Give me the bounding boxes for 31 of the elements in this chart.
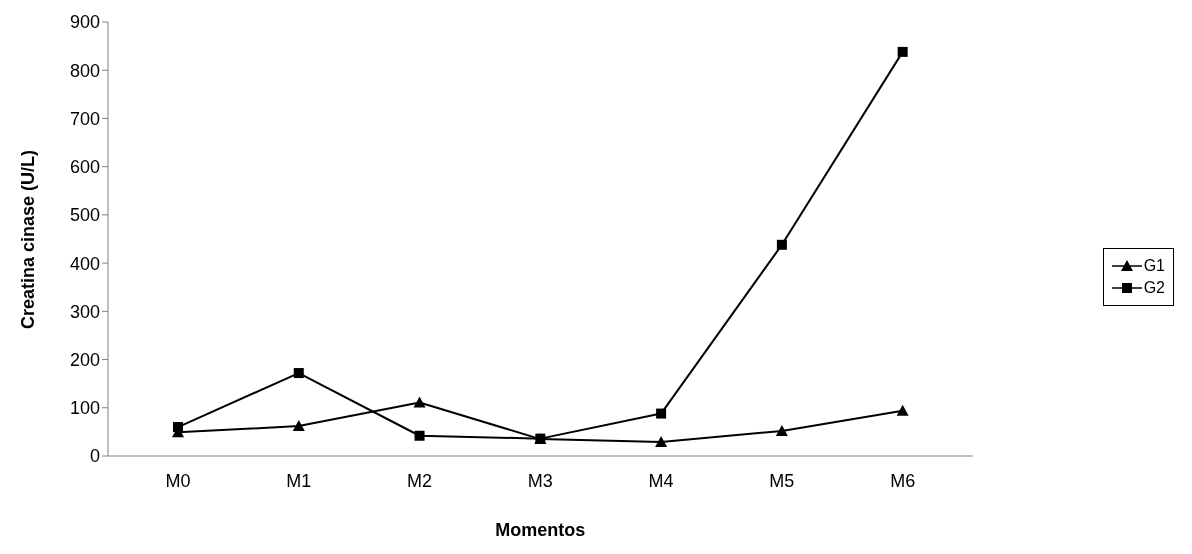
- y-tick-label: 900: [69, 12, 100, 33]
- y-tick-label: 200: [69, 349, 100, 370]
- point: [655, 436, 668, 448]
- point: [896, 404, 909, 416]
- x-tick-label: M1: [286, 470, 312, 491]
- point: [293, 368, 304, 379]
- point: [897, 46, 908, 57]
- y-tick-label: 800: [69, 60, 100, 81]
- x-tick-label: M2: [407, 470, 433, 491]
- point: [292, 420, 305, 432]
- legend-label: G2: [1143, 279, 1165, 297]
- y-axis-title: Creatina cinase (U/L): [18, 149, 39, 329]
- y-tick-label: 300: [69, 301, 100, 322]
- x-tick-label: M0: [165, 470, 191, 491]
- point: [414, 430, 425, 441]
- y-tick-label: 500: [69, 205, 100, 226]
- y-tick-label: 600: [69, 157, 100, 178]
- point: [775, 424, 788, 436]
- x-axis-title: Momentos: [495, 520, 586, 540]
- point: [656, 408, 667, 419]
- y-tick-label: 700: [69, 108, 100, 129]
- x-tick-label: M6: [890, 470, 916, 491]
- point: [776, 239, 787, 250]
- x-tick-label: M4: [648, 470, 674, 491]
- x-tick-label: M3: [527, 470, 553, 491]
- y-tick-label: 0: [89, 446, 100, 467]
- y-tick-label: 400: [69, 253, 100, 274]
- legend-label: G1: [1143, 257, 1165, 275]
- x-tick-label: M5: [769, 470, 795, 491]
- y-tick-label: 100: [69, 398, 100, 419]
- point: [413, 396, 426, 408]
